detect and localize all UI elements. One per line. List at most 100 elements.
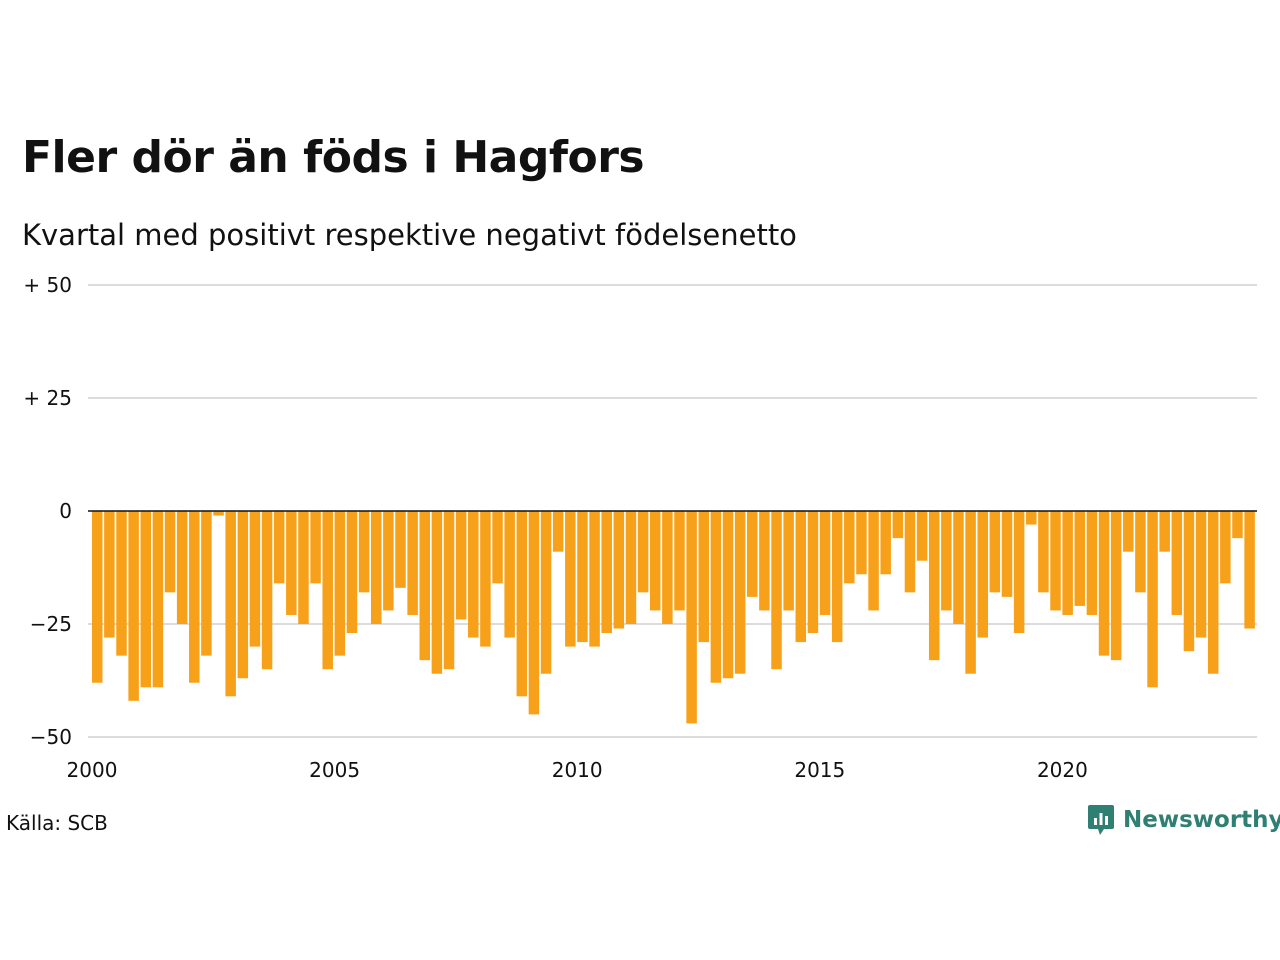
bar: [625, 511, 637, 624]
bar: [613, 511, 625, 629]
bar: [662, 511, 673, 624]
bar: [771, 511, 782, 670]
bar: [104, 511, 115, 638]
bar: [1207, 511, 1219, 674]
bar: [953, 511, 964, 624]
y-tick-label: + 25: [23, 386, 72, 410]
bar: [649, 511, 661, 611]
bar: [407, 511, 418, 615]
bar: [480, 511, 491, 647]
bar: [1147, 511, 1158, 688]
bar: [455, 511, 467, 620]
bar: [819, 511, 831, 615]
bar: [928, 511, 940, 661]
bar: [747, 511, 758, 597]
bar: [795, 511, 807, 643]
bar: [443, 511, 455, 670]
bar: [310, 511, 321, 584]
bar: [237, 511, 249, 679]
y-tick-label: −50: [30, 725, 72, 749]
bar: [1086, 511, 1098, 615]
bar: [273, 511, 285, 584]
x-tick-label: 2005: [309, 758, 360, 782]
bar: [1050, 511, 1061, 611]
bar: [370, 511, 382, 624]
bar: [346, 511, 358, 634]
bar: [540, 511, 552, 674]
bars: [92, 511, 1255, 724]
bar: [1183, 511, 1195, 652]
bar: [674, 511, 685, 611]
x-tick-label: 2000: [67, 758, 118, 782]
x-tick-label: 2015: [794, 758, 845, 782]
bar: [1135, 511, 1146, 593]
bar: [698, 511, 709, 643]
bar: [492, 511, 503, 584]
bar: [1220, 511, 1231, 584]
bar: [249, 511, 261, 647]
y-tick-label: −25: [30, 612, 72, 636]
bar: [334, 511, 346, 656]
bar: [880, 511, 891, 575]
bar: [322, 511, 333, 670]
bar: [431, 511, 443, 674]
bar: [1098, 511, 1110, 656]
bar: [868, 511, 879, 611]
chart-title: Fler dör än föds i Hagfors: [22, 132, 645, 183]
bar: [552, 511, 564, 552]
y-tick-label: 0: [59, 499, 72, 523]
y-tick-label: + 50: [23, 273, 72, 297]
bar: [734, 511, 746, 674]
bar: [904, 511, 916, 593]
bar: [965, 511, 976, 674]
x-tick-label: 2020: [1037, 758, 1088, 782]
bar: [783, 511, 794, 611]
chart-subtitle: Kvartal med positivt respektive negativt…: [22, 218, 797, 252]
bar: [686, 511, 697, 724]
bar: [516, 511, 528, 697]
bar: [1244, 511, 1255, 629]
bar: [419, 511, 431, 661]
bar: [977, 511, 988, 638]
bar: [722, 511, 734, 679]
bar: [1195, 511, 1207, 638]
bar: [941, 511, 952, 611]
bar: [504, 511, 515, 638]
bar: [1038, 511, 1049, 593]
bar: [468, 511, 479, 638]
bar: [892, 511, 904, 539]
y-axis-labels: + 50 + 25 0 −25 −50: [23, 273, 72, 749]
x-axis-labels: 2000 2005 2010 2015 2020: [67, 758, 1088, 782]
bar: [989, 511, 1001, 593]
bar: [577, 511, 588, 643]
bar: [1232, 511, 1243, 539]
bar-chart: + 50 + 25 0 −25 −50 2000 2005 2010 2015 2020: [23, 273, 1257, 782]
bar: [1062, 511, 1073, 615]
bar: [395, 511, 406, 588]
newsworthy-logo-icon: [1088, 805, 1114, 835]
bar: [759, 511, 770, 611]
brand[interactable]: Newsworthy: [1087, 803, 1280, 837]
bar: [601, 511, 612, 634]
bar: [261, 511, 273, 670]
bar: [116, 511, 127, 656]
bar: [152, 511, 164, 688]
bar: [1110, 511, 1122, 661]
bar: [856, 511, 867, 575]
bar: [286, 511, 297, 615]
bar: [1171, 511, 1183, 615]
bar: [1026, 511, 1037, 525]
bar: [92, 511, 103, 683]
bar: [710, 511, 722, 683]
bar: [528, 511, 540, 715]
source-note: Källa: SCB: [6, 811, 108, 835]
bar: [225, 511, 236, 697]
brand-name: Newsworthy: [1123, 807, 1280, 833]
bar: [140, 511, 152, 688]
bar: [213, 511, 224, 516]
bar: [831, 511, 843, 643]
bar: [1159, 511, 1170, 552]
bar: [1074, 511, 1086, 606]
bar: [383, 511, 394, 611]
bar: [637, 511, 649, 593]
